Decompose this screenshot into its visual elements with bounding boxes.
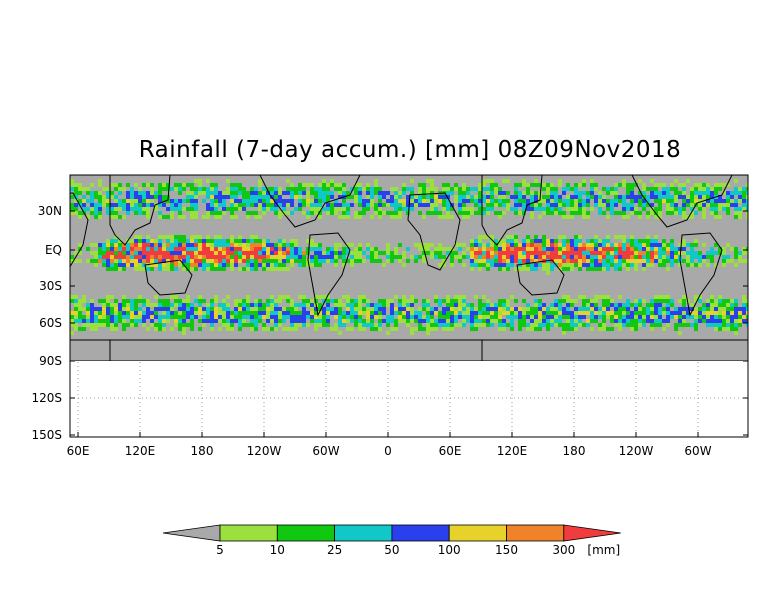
colorbar-segment bbox=[219, 524, 278, 542]
x-tick-label: 120W bbox=[619, 444, 654, 458]
y-tick-label: 30S bbox=[39, 279, 62, 293]
colorbar-label: 5 bbox=[216, 543, 224, 557]
plot-frame bbox=[69, 174, 749, 438]
y-tick-label: 150S bbox=[31, 428, 62, 442]
x-tick-label: 60E bbox=[439, 444, 462, 458]
colorbar-label: 10 bbox=[270, 543, 285, 557]
y-tick-label: 60S bbox=[39, 316, 62, 330]
x-tick-label: 120W bbox=[247, 444, 282, 458]
colorbar-segment bbox=[276, 524, 335, 542]
colorbar-segment bbox=[506, 524, 565, 542]
colorbar-label: 300 bbox=[552, 543, 575, 557]
x-tick-label: 120E bbox=[497, 444, 528, 458]
coastlines bbox=[70, 175, 748, 361]
rainfall-field bbox=[70, 179, 748, 335]
colorbar-unit: [mm] bbox=[587, 543, 620, 557]
x-tick-label: 0 bbox=[384, 444, 392, 458]
x-tick-label: 180 bbox=[191, 444, 214, 458]
x-tick-label: 60W bbox=[312, 444, 339, 458]
colorbar-segment bbox=[448, 524, 507, 542]
x-tick-label: 180 bbox=[563, 444, 586, 458]
x-tick-label: 120E bbox=[125, 444, 156, 458]
y-tick-label: 90S bbox=[39, 354, 62, 368]
x-tick-label: 60E bbox=[67, 444, 90, 458]
grid-lines bbox=[70, 362, 748, 437]
colorbar-label: 25 bbox=[327, 543, 342, 557]
y-tick-label: 30N bbox=[38, 204, 62, 218]
colorbar-label: 50 bbox=[384, 543, 399, 557]
y-tick-label: EQ bbox=[45, 243, 62, 257]
colorbar-segment bbox=[391, 524, 450, 542]
y-axis-labels: 30N EQ 30S 60S 90S 120S 150S bbox=[31, 204, 62, 442]
x-axis-labels: 60E 120E 180 120W 60W 0 60E 120E 180 120W 60W bbox=[67, 444, 712, 458]
y-tick-label: 120S bbox=[31, 391, 62, 405]
colorbar-segment bbox=[162, 524, 221, 542]
colorbar-label: 150 bbox=[495, 543, 518, 557]
colorbar-segment bbox=[563, 524, 621, 542]
x-tick-label: 60W bbox=[684, 444, 711, 458]
colorbar-label: 100 bbox=[438, 543, 461, 557]
colorbar: 5 10 25 50 100 150 300 [mm] bbox=[162, 524, 621, 557]
chart-title: Rainfall (7-day accum.) [mm] 08Z09Nov201… bbox=[138, 137, 682, 163]
axis-ticks bbox=[70, 210, 748, 437]
colorbar-segment bbox=[334, 524, 393, 542]
